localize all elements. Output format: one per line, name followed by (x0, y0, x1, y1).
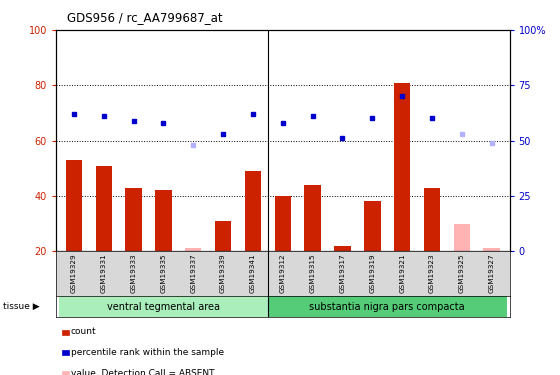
FancyBboxPatch shape (59, 296, 268, 317)
Bar (483, 249, 500, 251)
Bar (215, 221, 231, 251)
Text: GSM19323: GSM19323 (429, 254, 435, 293)
Bar (305, 185, 321, 251)
Text: GSM19321: GSM19321 (399, 254, 405, 293)
Bar (394, 82, 410, 251)
Bar (185, 249, 202, 251)
Text: GSM19339: GSM19339 (220, 254, 226, 293)
Bar (125, 188, 142, 251)
Text: GSM19341: GSM19341 (250, 254, 256, 293)
Text: GSM19317: GSM19317 (339, 254, 346, 293)
Bar (155, 190, 171, 251)
Bar (364, 201, 381, 251)
Bar (245, 171, 261, 251)
Text: ventral tegmental area: ventral tegmental area (107, 302, 220, 312)
Text: value, Detection Call = ABSENT: value, Detection Call = ABSENT (71, 369, 214, 375)
Bar (66, 160, 82, 251)
Bar (96, 165, 112, 251)
Text: GSM19337: GSM19337 (190, 254, 196, 293)
Text: GSM19327: GSM19327 (489, 254, 494, 293)
Text: percentile rank within the sample: percentile rank within the sample (71, 348, 224, 357)
Text: GDS956 / rc_AA799687_at: GDS956 / rc_AA799687_at (67, 11, 223, 24)
Text: count: count (71, 327, 96, 336)
Text: GSM19325: GSM19325 (459, 254, 465, 293)
Text: tissue ▶: tissue ▶ (3, 302, 39, 311)
Bar (454, 224, 470, 251)
Text: GSM19329: GSM19329 (71, 254, 77, 293)
Bar (334, 246, 351, 251)
Bar (424, 188, 440, 251)
Text: GSM19315: GSM19315 (310, 254, 316, 293)
Text: GSM19319: GSM19319 (370, 254, 375, 293)
Text: GSM19333: GSM19333 (130, 254, 137, 293)
Text: GSM19335: GSM19335 (160, 254, 166, 293)
Text: GSM19312: GSM19312 (280, 254, 286, 293)
Text: substantia nigra pars compacta: substantia nigra pars compacta (310, 302, 465, 312)
Bar (274, 196, 291, 251)
Text: GSM19331: GSM19331 (101, 254, 107, 293)
FancyBboxPatch shape (268, 296, 507, 317)
